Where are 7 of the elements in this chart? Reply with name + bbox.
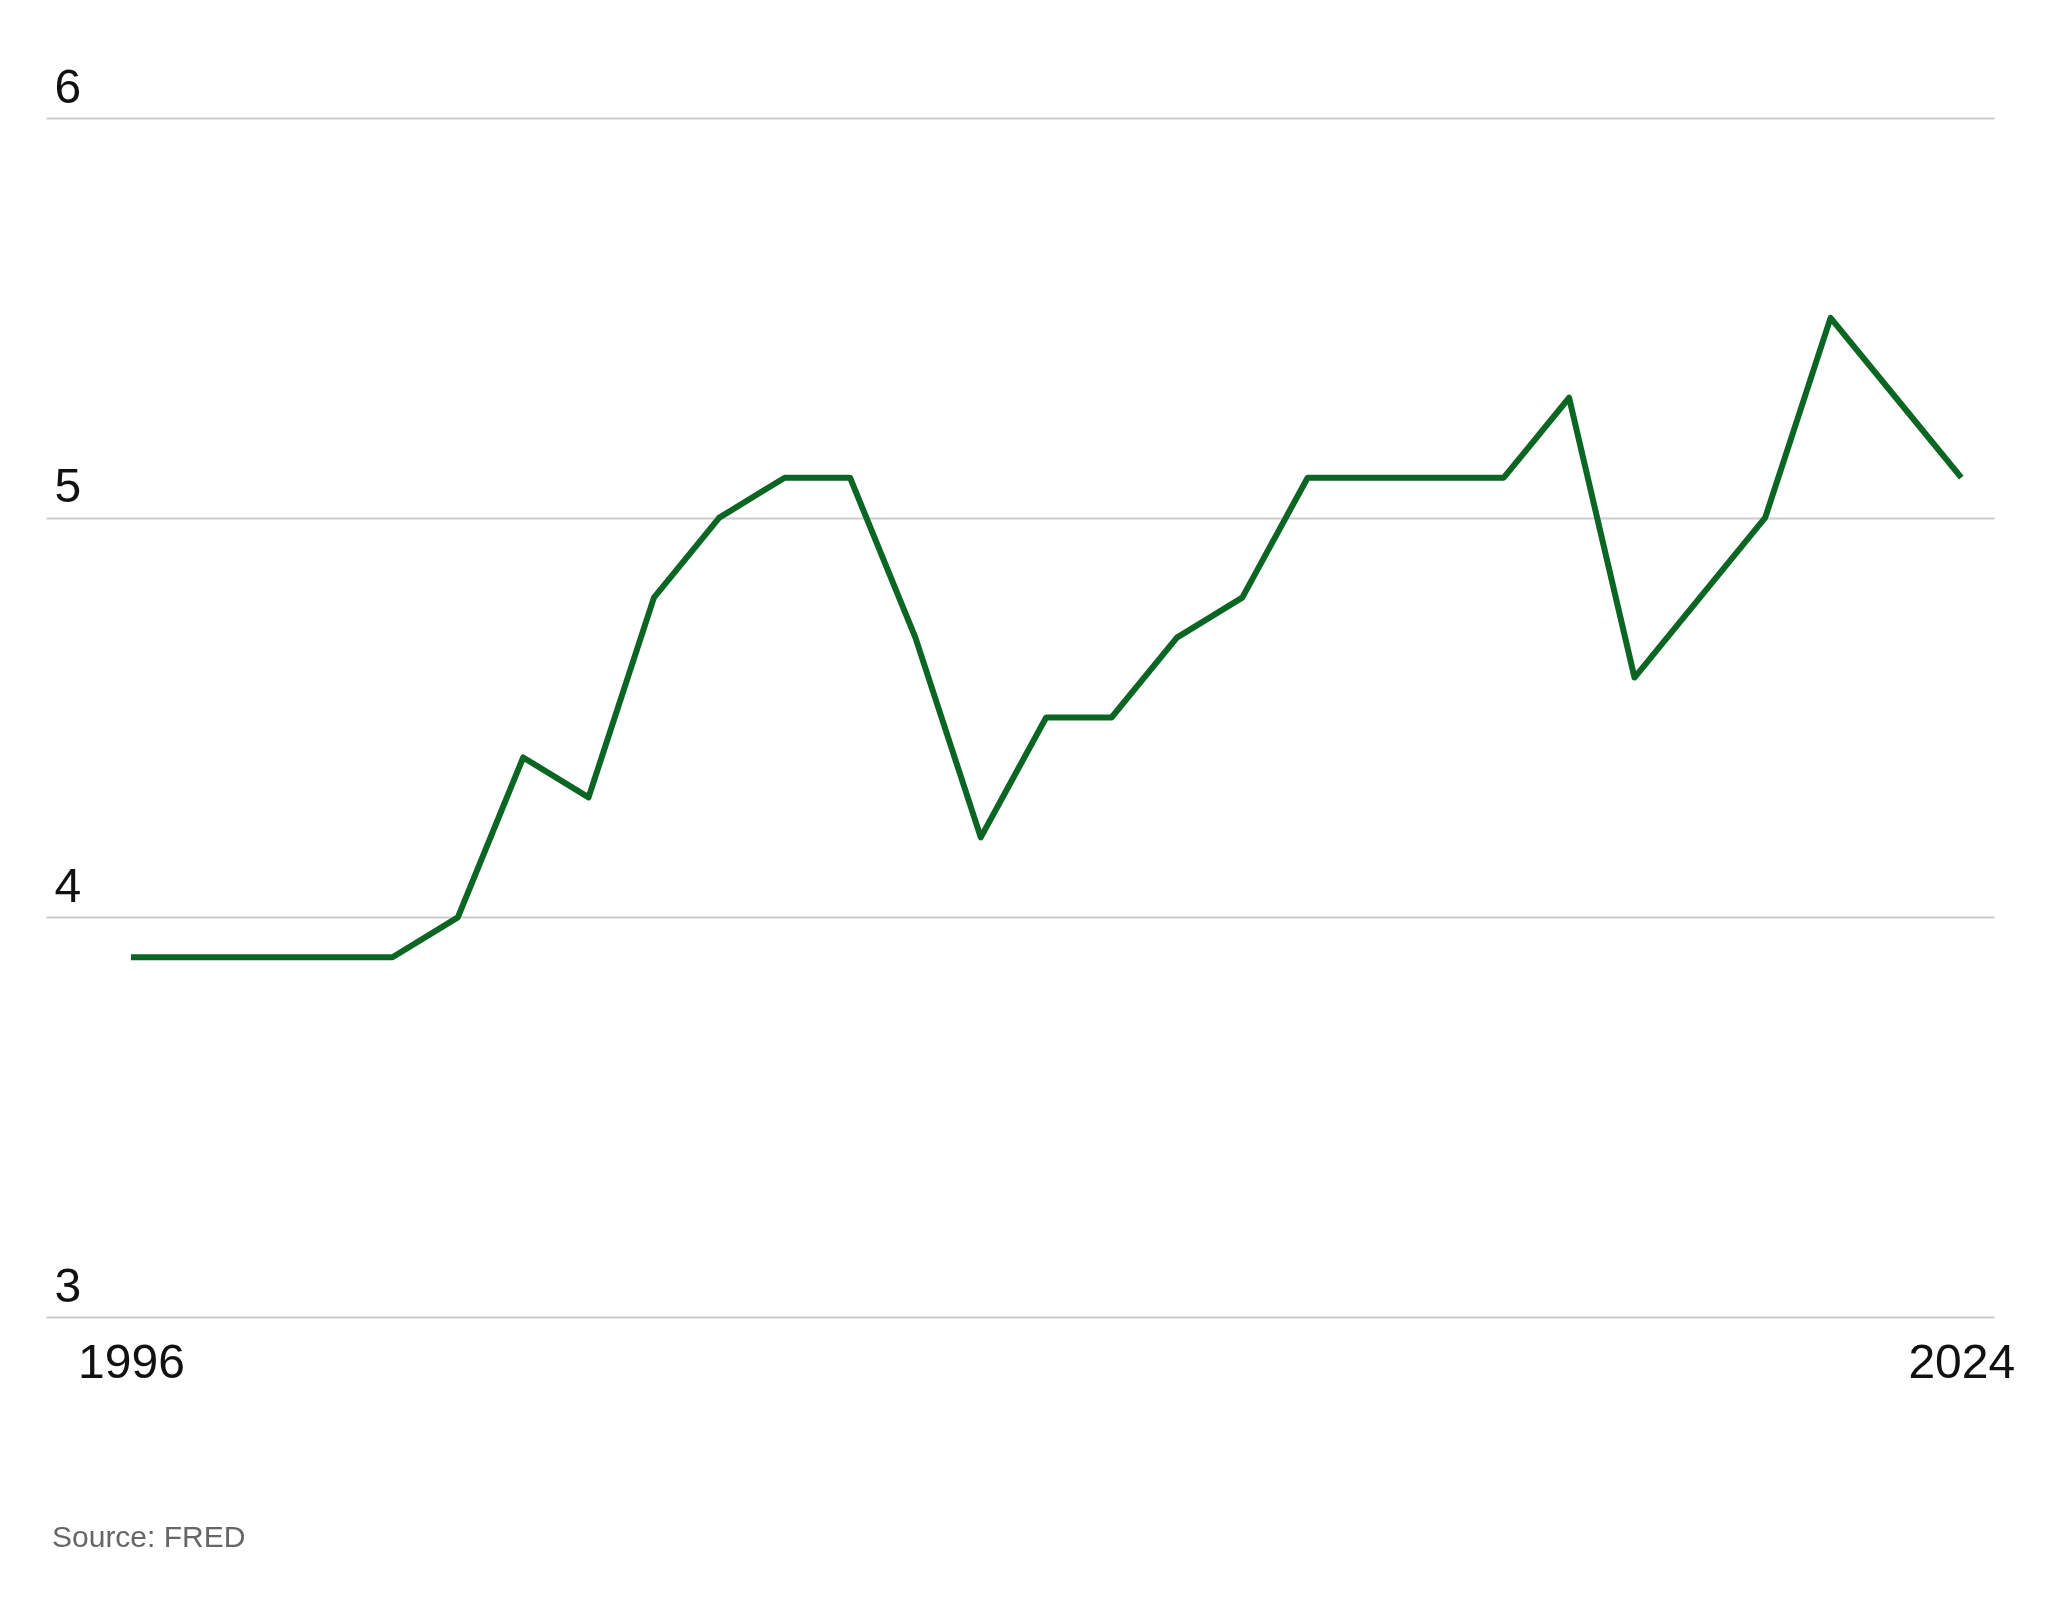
y-tick-label: 3: [54, 1258, 82, 1312]
y-tick-label: 5: [54, 459, 82, 513]
x-tick-label: 1996: [78, 1334, 185, 1388]
y-tick-label: 6: [54, 59, 82, 113]
y-tick-label: 4: [54, 858, 82, 912]
source-note: Source: FRED: [52, 1520, 246, 1554]
x-tick-label: 2024: [1908, 1334, 2016, 1388]
